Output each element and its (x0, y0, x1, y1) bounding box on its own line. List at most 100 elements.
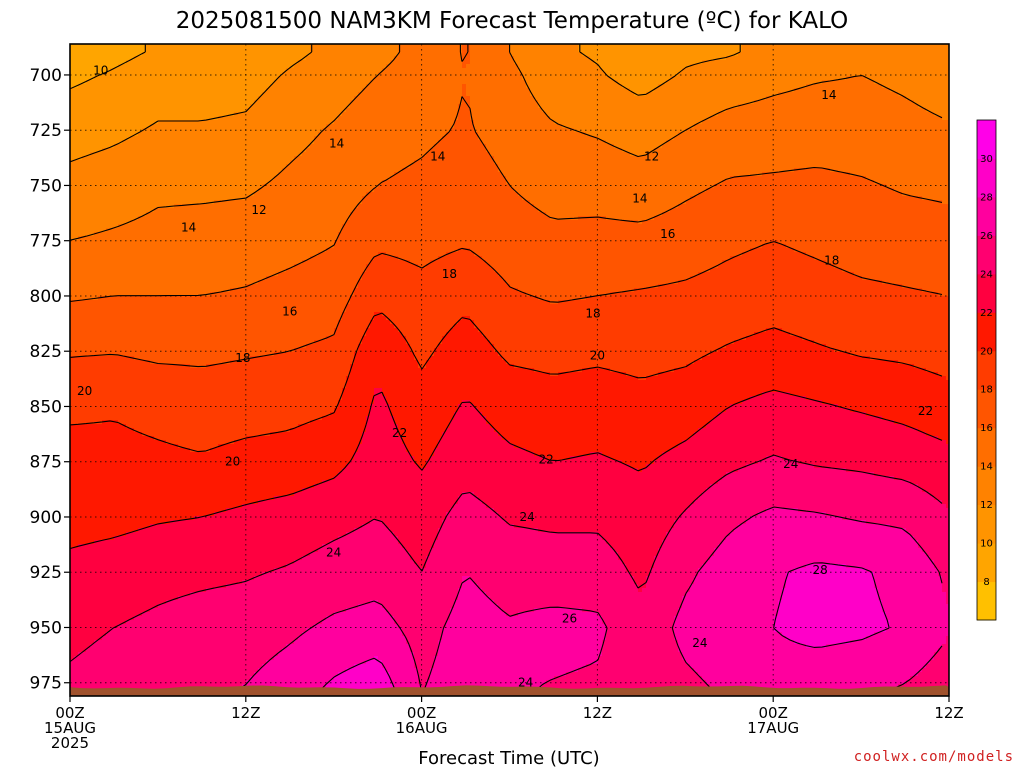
heat-cell (326, 112, 331, 117)
heat-cell (350, 48, 355, 53)
heat-cell (646, 108, 651, 113)
heat-cell (146, 80, 151, 85)
heat-cell (238, 132, 243, 137)
heat-cell (198, 132, 203, 137)
heat-cell (390, 80, 395, 85)
heat-cell (718, 68, 723, 73)
heat-cell (834, 52, 839, 57)
heat-cell (870, 120, 875, 125)
heat-cell (490, 84, 495, 89)
heat-cell (654, 96, 659, 101)
heat-cell (290, 120, 295, 125)
heat-cell (174, 84, 179, 89)
heat-cell (434, 116, 439, 121)
heat-cell (298, 124, 303, 129)
heat-cell (922, 120, 927, 125)
heat-cell (634, 84, 639, 89)
heat-cell (422, 68, 427, 73)
heat-cell (906, 68, 911, 73)
heat-cell (566, 88, 571, 93)
heat-cell (194, 92, 199, 97)
heat-cell (246, 80, 251, 85)
heat-cell (518, 92, 523, 97)
heat-cell (782, 112, 787, 117)
heat-cell (154, 56, 159, 61)
heat-cell (638, 116, 643, 121)
heat-cell (918, 72, 923, 77)
heat-cell (666, 88, 671, 93)
heat-cell (770, 60, 775, 65)
heat-cell (238, 108, 243, 113)
heat-cell (918, 92, 923, 97)
heat-cell (306, 80, 311, 85)
heat-cell (410, 64, 415, 69)
heat-cell (406, 80, 411, 85)
heat-cell (718, 100, 723, 105)
heat-cell (314, 108, 319, 113)
heat-cell (750, 96, 755, 101)
heat-cell (574, 60, 579, 65)
heat-cell (762, 116, 767, 121)
heat-cell (82, 68, 87, 73)
heat-cell (330, 108, 335, 113)
heat-cell (910, 84, 915, 89)
heat-cell (846, 52, 851, 57)
heat-cell (226, 64, 231, 69)
heat-cell (782, 100, 787, 105)
heat-cell (170, 76, 175, 81)
heat-cell (230, 124, 235, 129)
heat-cell (282, 84, 287, 89)
heat-cell (762, 88, 767, 93)
heat-cell (726, 80, 731, 85)
heat-cell (178, 92, 183, 97)
heat-cell (118, 92, 123, 97)
heat-cell (362, 72, 367, 77)
heat-cell (942, 92, 947, 97)
heat-cell (838, 48, 843, 53)
heat-cell (474, 104, 479, 109)
heat-cell (778, 104, 783, 109)
heat-cell (182, 124, 187, 129)
heat-cell (562, 56, 567, 61)
heat-cell (878, 60, 883, 65)
heat-cell (162, 92, 167, 97)
heat-cell (554, 124, 559, 129)
heat-cell (162, 112, 167, 117)
heat-cell (526, 100, 531, 105)
heat-cell (318, 116, 323, 121)
heat-cell (426, 132, 431, 137)
heat-cell (298, 92, 303, 97)
heat-cell (518, 88, 523, 93)
heat-cell (862, 92, 867, 97)
heat-cell (402, 132, 407, 137)
heat-cell (630, 56, 635, 61)
heat-cell (450, 52, 455, 57)
heat-cell (214, 72, 219, 77)
heat-cell (646, 56, 651, 61)
heat-cell (730, 48, 735, 53)
heat-cell (238, 88, 243, 93)
heat-cell (390, 52, 395, 57)
heat-cell (178, 56, 183, 61)
heat-cell (74, 124, 79, 129)
heat-cell (682, 92, 687, 97)
heat-cell (366, 52, 371, 57)
heat-cell (638, 112, 643, 117)
heat-cell (814, 124, 819, 129)
heat-cell (234, 72, 239, 77)
heat-cell (746, 80, 751, 85)
heat-cell (838, 52, 843, 57)
heat-cell (198, 104, 203, 109)
heat-cell (386, 128, 391, 133)
heat-cell (894, 64, 899, 69)
heat-cell (942, 112, 947, 117)
heat-cell (498, 96, 503, 101)
heat-cell (606, 80, 611, 85)
heat-cell (206, 108, 211, 113)
heat-cell (398, 64, 403, 69)
heat-cell (414, 80, 419, 85)
heat-cell (614, 104, 619, 109)
heat-cell (110, 52, 115, 57)
heat-cell (938, 68, 943, 73)
heat-cell (906, 116, 911, 121)
